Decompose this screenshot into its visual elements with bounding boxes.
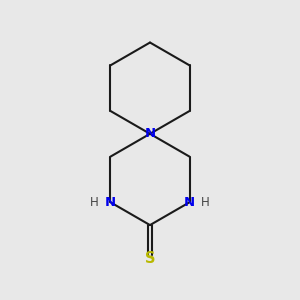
Text: H: H: [201, 196, 210, 209]
Text: S: S: [145, 250, 155, 266]
Text: N: N: [105, 196, 116, 209]
Text: H: H: [90, 196, 99, 209]
Text: N: N: [144, 127, 156, 140]
Text: N: N: [184, 196, 195, 209]
